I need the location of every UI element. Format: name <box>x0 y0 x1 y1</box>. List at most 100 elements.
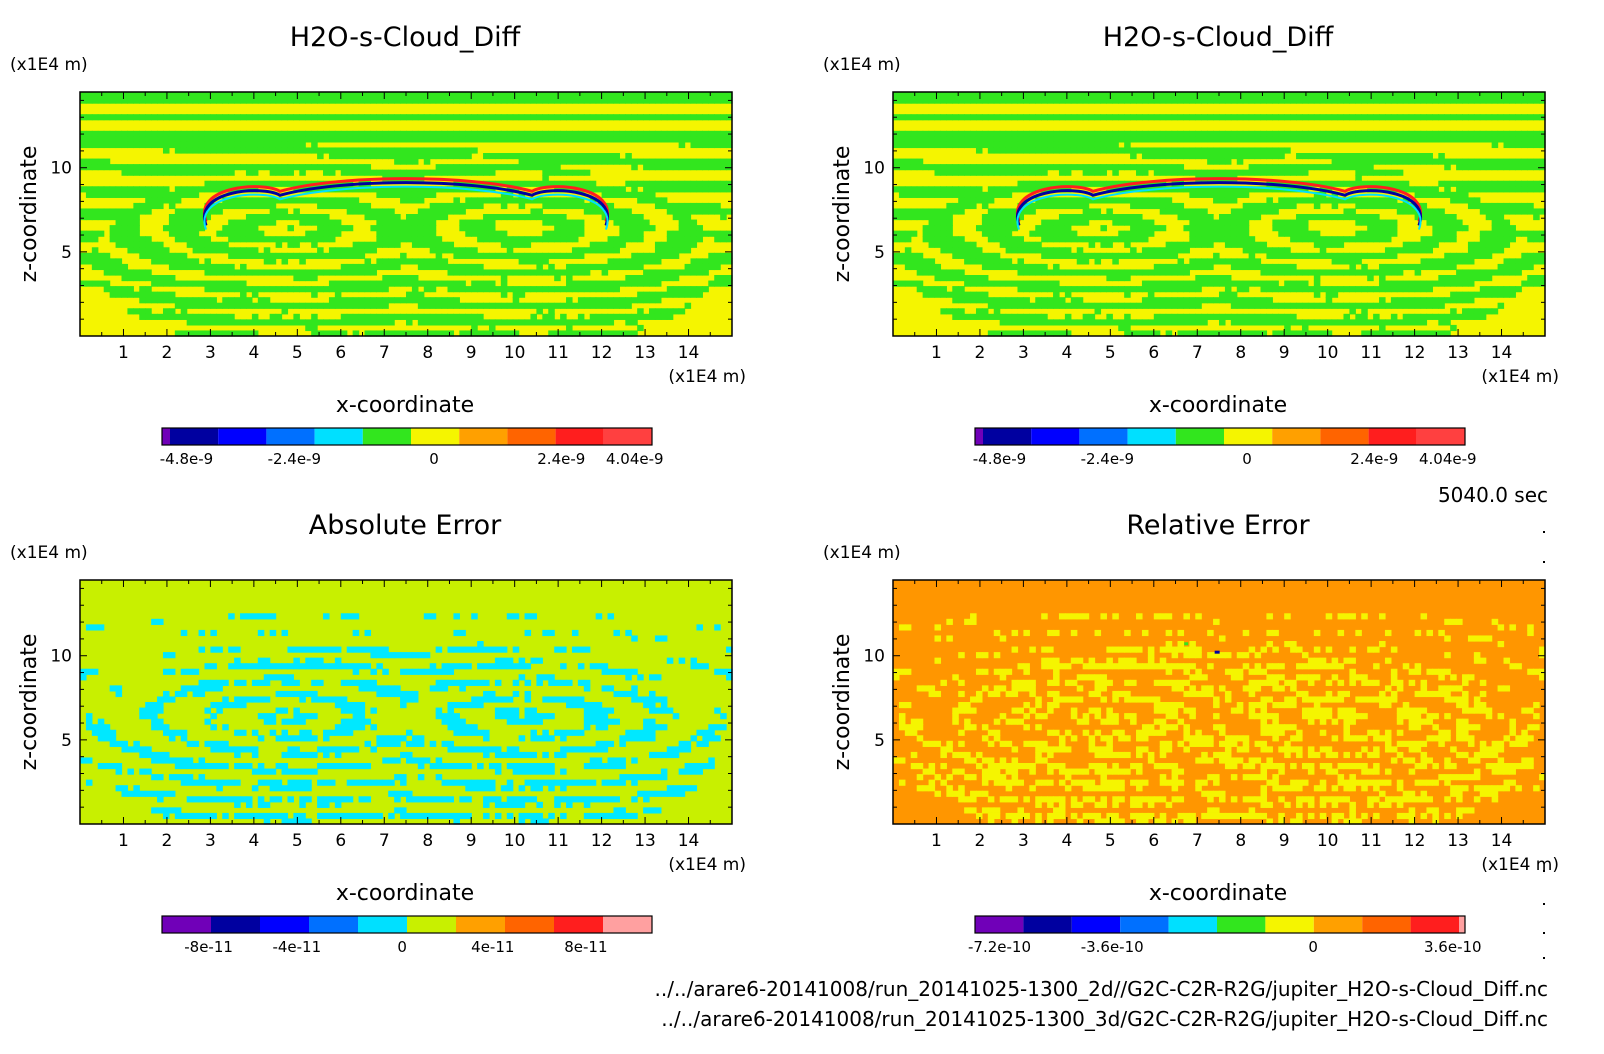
colorbar-label: 0 <box>429 450 439 468</box>
y-tick-label: 10 <box>863 159 885 179</box>
x-tick-label: 14 <box>1491 343 1513 363</box>
field-cells <box>893 92 1546 337</box>
colorbar-frame <box>161 915 653 934</box>
x-tick-label: 14 <box>1491 831 1513 851</box>
x-tick-label: 9 <box>466 831 477 851</box>
x-tick-label: 3 <box>1018 831 1029 851</box>
x-tick-label: 11 <box>547 343 569 363</box>
chart-title: Relative Error <box>1126 510 1310 541</box>
y-axis <box>80 99 732 320</box>
chart-title: Absolute Error <box>309 510 502 541</box>
y-axis <box>893 587 1545 808</box>
x-tick-label: 14 <box>678 343 700 363</box>
colorbar-swatch <box>1416 428 1465 445</box>
colorbar-swatch <box>555 428 604 445</box>
colorbar-swatch <box>211 916 260 933</box>
x-tick-label: 12 <box>1404 343 1426 363</box>
x-tick-label: 5 <box>1105 343 1116 363</box>
x-axis <box>101 580 711 824</box>
colorbar-swatch <box>1313 916 1363 933</box>
x-tick-label: 4 <box>248 831 259 851</box>
colorbar <box>974 427 1466 446</box>
colorbar-swatch <box>459 428 508 445</box>
x-tick-label: 4 <box>1061 343 1072 363</box>
cloud-edge-feature <box>202 177 610 230</box>
y-unit-label: (x1E4 m) <box>823 55 901 75</box>
x-tick-label: 1 <box>931 831 942 851</box>
x-tick-label: 9 <box>1279 343 1290 363</box>
colorbar-label: 4.04e-9 <box>1419 450 1477 468</box>
x-tick-label: 12 <box>1404 831 1426 851</box>
colorbar-swatch <box>1410 916 1459 933</box>
y-axis <box>80 587 732 808</box>
x-tick-label: 6 <box>1148 343 1159 363</box>
chart-panel: Absolute Error(x1E4 m)1 2 3 4 5 6 7 8 9 10 11 12 13 1… <box>10 510 746 956</box>
x-tick-label: 3 <box>1018 343 1029 363</box>
y-axis-label: z-coordinate <box>830 634 855 771</box>
colorbar-label: 8e-11 <box>564 938 607 956</box>
x-tick-label: 1 <box>118 343 129 363</box>
colorbar-swatch <box>1023 916 1072 933</box>
colorbar-swatch <box>314 428 363 445</box>
colorbar-swatch <box>1459 916 1465 933</box>
y-axis <box>893 99 1545 320</box>
x-unit-label: (x1E4 m) <box>668 855 746 875</box>
colorbar-swatch <box>358 916 407 933</box>
colorbar-swatch <box>411 428 460 445</box>
chart-title: H2O-s-Cloud_Diff <box>290 22 522 53</box>
colorbar-swatch <box>1079 428 1128 445</box>
colorbar-label: -2.4e-9 <box>1081 450 1134 468</box>
x-tick-label: 3 <box>205 831 216 851</box>
colorbar-label: 0 <box>397 938 407 956</box>
x-tick-label: 13 <box>1447 831 1469 851</box>
x-unit-label: (x1E4 m) <box>668 367 746 387</box>
x-axis-label: x-coordinate <box>336 393 474 418</box>
colorbar-swatch <box>603 428 652 445</box>
colorbar-label: 0 <box>1242 450 1252 468</box>
y-unit-label: (x1E4 m) <box>10 543 88 563</box>
x-tick-label: 11 <box>1360 343 1382 363</box>
colorbar-swatch <box>1272 428 1321 445</box>
colorbar-swatch <box>1362 916 1411 933</box>
x-axis-label: x-coordinate <box>336 881 474 906</box>
y-tick-label: 5 <box>874 731 885 751</box>
colorbar-label: -7.2e-10 <box>968 938 1031 956</box>
colorbar-swatch <box>1127 428 1176 445</box>
colorbar-swatch <box>1168 916 1217 933</box>
footer-path-2d: ../../arare6-20141008/run_20141025-1300_… <box>654 977 1548 1001</box>
x-tick-label: 6 <box>335 343 346 363</box>
colorbar-swatch <box>309 916 358 933</box>
x-tick-label: 12 <box>591 343 613 363</box>
colorbar <box>161 427 653 446</box>
colorbar-label: -2.4e-9 <box>268 450 321 468</box>
x-tick-label: 4 <box>1061 831 1072 851</box>
colorbar-swatch <box>1217 916 1266 933</box>
colorbar-label: 3.6e-10 <box>1424 938 1482 956</box>
x-tick-label: 9 <box>1279 831 1290 851</box>
x-tick-label: 6 <box>335 831 346 851</box>
x-tick-label: 13 <box>1447 343 1469 363</box>
colorbar-swatch <box>456 916 505 933</box>
chart-title: H2O-s-Cloud_Diff <box>1103 22 1335 53</box>
y-axis-label: z-coordinate <box>830 146 855 283</box>
x-axis <box>101 92 711 336</box>
colorbar-swatch <box>1031 428 1080 445</box>
y-tick-label: 5 <box>61 243 72 263</box>
chart-panel: Relative Error(x1E4 m)1 2 3 4 5 6 7 8 9 10 11 12 13 1… <box>823 510 1559 956</box>
dot-marks <box>1543 531 1545 959</box>
x-axis-label: x-coordinate <box>1149 881 1287 906</box>
colorbar-label: -4e-11 <box>272 938 321 956</box>
x-tick-label: 9 <box>466 343 477 363</box>
x-tick-label: 7 <box>379 343 390 363</box>
x-tick-label: 10 <box>1317 343 1339 363</box>
x-tick-label: 13 <box>634 831 656 851</box>
x-tick-label: 10 <box>504 831 526 851</box>
y-tick-label: 10 <box>863 647 885 667</box>
colorbar-swatch <box>362 428 411 445</box>
x-tick-label: 8 <box>1235 343 1246 363</box>
colorbar-swatch <box>554 916 603 933</box>
x-tick-label: 2 <box>975 831 986 851</box>
y-tick-label: 10 <box>50 159 72 179</box>
colorbar-swatch <box>975 916 1024 933</box>
colorbar-swatch <box>1224 428 1273 445</box>
